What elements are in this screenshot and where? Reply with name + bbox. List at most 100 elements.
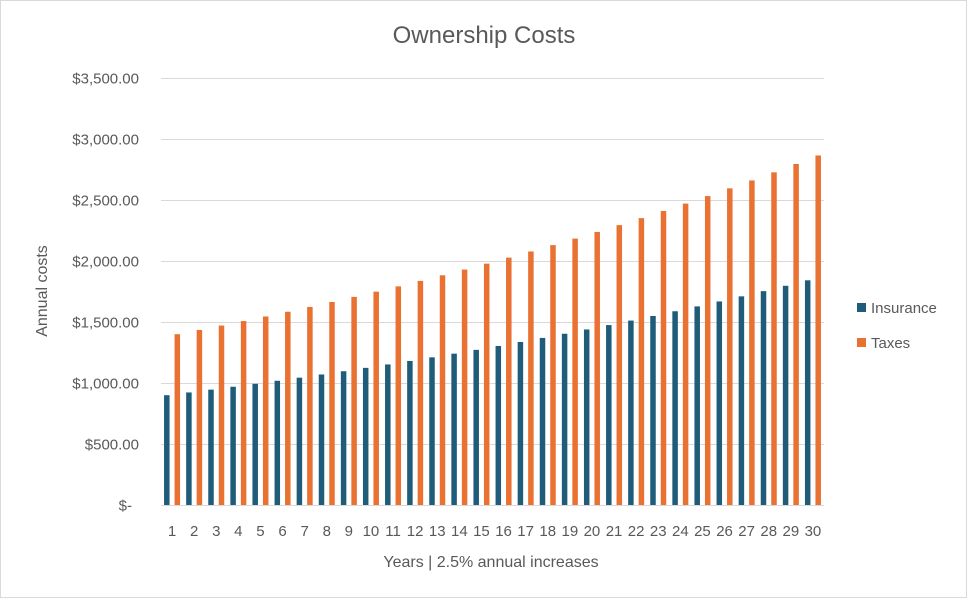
bar-insurance-23 xyxy=(650,315,656,505)
legend-label-insurance: Insurance xyxy=(871,300,937,317)
bar-insurance-13 xyxy=(429,357,435,505)
legend-label-taxes: Taxes xyxy=(871,335,910,352)
bar-taxes-8 xyxy=(329,301,335,505)
bar-taxes-3 xyxy=(218,325,225,505)
bar-insurance-12 xyxy=(407,360,413,505)
bar-taxes-7 xyxy=(307,306,313,505)
bar-taxes-6 xyxy=(285,311,291,505)
y-tick-label: $2,000.00 xyxy=(72,254,139,271)
x-axis-title: Years | 2.5% annual increases xyxy=(383,554,598,571)
bar-insurance-4 xyxy=(230,386,236,505)
x-tick-label: 22 xyxy=(628,523,645,540)
x-tick-label: 4 xyxy=(234,523,242,540)
y-tick-label: $500.00 xyxy=(85,437,139,454)
bar-insurance-5 xyxy=(252,383,258,505)
bar-taxes-5 xyxy=(262,316,269,505)
y-tick-label: $3,500.00 xyxy=(72,71,139,88)
bar-taxes-15 xyxy=(483,263,490,505)
bar-taxes-13 xyxy=(439,275,446,505)
x-tick-label: 1 xyxy=(168,523,176,540)
y-tick-label: $2,500.00 xyxy=(72,193,139,210)
bar-insurance-6 xyxy=(274,380,281,505)
bar-insurance-10 xyxy=(362,367,369,505)
bar-taxes-18 xyxy=(550,245,556,506)
bar-insurance-22 xyxy=(628,320,634,505)
y-axis-title: Annual costs xyxy=(34,245,51,337)
y-tick-label: $1,500.00 xyxy=(72,315,139,332)
bar-taxes-24 xyxy=(682,203,689,505)
bar-insurance-17 xyxy=(517,342,524,505)
bar-insurance-9 xyxy=(340,371,347,505)
bar-taxes-22 xyxy=(638,218,645,505)
bar-taxes-4 xyxy=(240,321,247,505)
x-tick-label: 20 xyxy=(584,523,601,540)
bar-insurance-21 xyxy=(606,325,612,505)
bar-insurance-1 xyxy=(164,395,170,505)
y-tick-label: $- xyxy=(119,498,132,515)
x-tick-label: 26 xyxy=(716,523,733,540)
y-tick-label: $1,000.00 xyxy=(72,376,139,393)
bar-taxes-28 xyxy=(771,172,777,505)
gridlines xyxy=(161,78,824,506)
bar-taxes-27 xyxy=(749,180,755,505)
legend-swatch-taxes xyxy=(857,338,866,347)
bar-taxes-16 xyxy=(506,257,512,505)
bar-taxes-30 xyxy=(815,155,821,505)
bar-insurance-26 xyxy=(716,301,723,505)
bar-taxes-12 xyxy=(417,280,424,505)
bar-insurance-20 xyxy=(583,329,590,505)
x-tick-label: 12 xyxy=(407,523,424,540)
x-tick-label: 23 xyxy=(650,523,667,540)
x-tick-label: 10 xyxy=(363,523,380,540)
bar-insurance-11 xyxy=(385,364,391,505)
x-tick-label: 5 xyxy=(256,523,264,540)
bar-insurance-7 xyxy=(296,377,303,505)
bar-taxes-23 xyxy=(660,210,667,505)
x-tick-label: 27 xyxy=(738,523,755,540)
bar-insurance-14 xyxy=(451,353,457,505)
bar-taxes-9 xyxy=(351,296,357,505)
x-axis-tick-labels: 1 2 3 4 5 6 7 8 9 10 11 12 13 14 15 16 17 18 19 20 21 22 23 24 2… xyxy=(168,523,821,540)
x-tick-label: 29 xyxy=(783,523,800,540)
y-axis-tick-labels: $- $500.00 $1,000.00 $1,500.00 $2,000.00 $2,5… xyxy=(72,71,139,515)
x-tick-label: 8 xyxy=(323,523,331,540)
bar-taxes-29 xyxy=(793,164,799,505)
x-tick-label: 11 xyxy=(385,523,401,540)
bars xyxy=(164,155,821,506)
bar-taxes-19 xyxy=(572,238,578,506)
bar-taxes-11 xyxy=(395,286,402,505)
bar-insurance-29 xyxy=(782,285,789,505)
bar-taxes-26 xyxy=(727,188,733,505)
x-tick-label: 25 xyxy=(694,523,711,540)
x-tick-label: 30 xyxy=(805,523,822,540)
x-tick-label: 19 xyxy=(562,523,579,540)
bar-taxes-2 xyxy=(196,329,203,505)
x-tick-label: 21 xyxy=(606,523,623,540)
chart-title: Ownership Costs xyxy=(393,22,576,49)
bar-taxes-1 xyxy=(174,334,181,505)
bar-insurance-8 xyxy=(318,374,325,505)
bar-insurance-24 xyxy=(672,311,678,505)
x-tick-label: 28 xyxy=(760,523,777,540)
bar-taxes-25 xyxy=(704,196,711,505)
y-tick-label: $3,000.00 xyxy=(72,132,139,149)
bar-insurance-27 xyxy=(738,296,745,505)
bar-taxes-14 xyxy=(461,269,468,505)
bar-taxes-21 xyxy=(616,225,623,505)
bar-insurance-3 xyxy=(208,389,214,505)
legend-swatch-insurance xyxy=(857,303,866,312)
x-tick-label: 7 xyxy=(300,523,308,540)
bar-insurance-16 xyxy=(495,345,502,505)
bar-taxes-10 xyxy=(373,291,379,505)
x-tick-label: 14 xyxy=(451,523,468,540)
bar-insurance-19 xyxy=(561,333,568,505)
bar-taxes-20 xyxy=(594,231,600,505)
bar-insurance-30 xyxy=(804,280,811,505)
x-tick-label: 17 xyxy=(517,523,534,540)
bar-insurance-15 xyxy=(473,349,479,505)
x-tick-label: 15 xyxy=(473,523,490,540)
bar-insurance-28 xyxy=(760,291,767,505)
bar-taxes-17 xyxy=(528,251,534,505)
